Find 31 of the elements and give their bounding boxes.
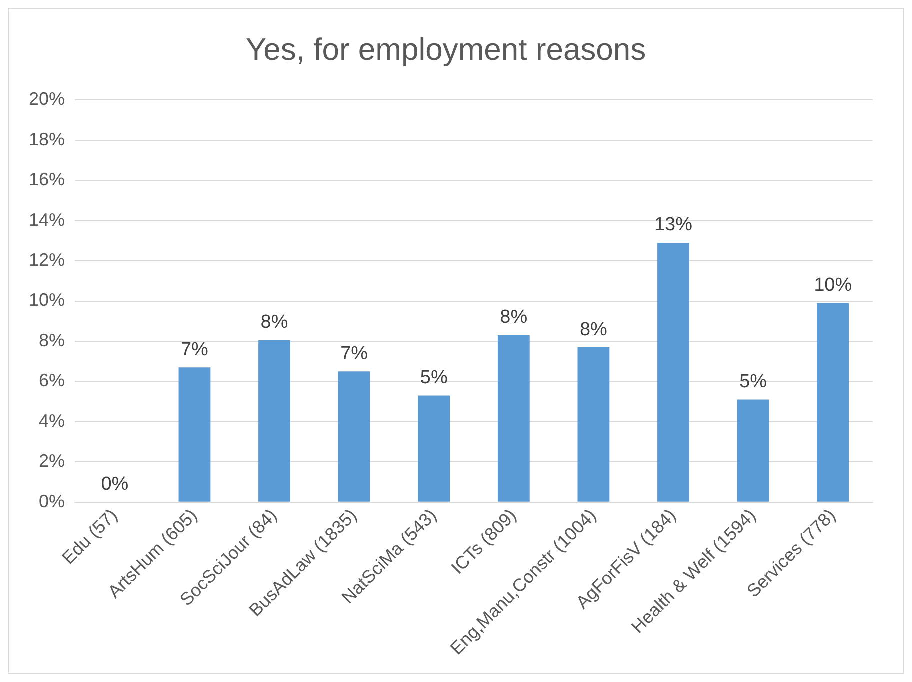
y-tick-label: 4% [39,410,66,431]
y-tick-label: 8% [39,330,66,350]
data-label: 7% [180,339,209,360]
bar [658,242,690,502]
y-tick-label: 6% [39,370,66,391]
bar [578,348,610,502]
data-label: 10% [814,275,852,296]
y-tick-label: 20% [28,89,66,110]
y-tick-label: 10% [28,290,66,310]
data-label: 5% [420,368,448,389]
bar [498,335,530,502]
data-label: 0% [101,474,129,496]
data-label: 13% [654,214,693,236]
y-tick-label: 12% [28,250,66,270]
data-label: 8% [500,307,528,328]
data-label: 5% [740,372,768,393]
y-tick-label: 2% [39,451,66,472]
data-label: 8% [580,319,608,340]
bar [737,400,770,502]
bar [258,340,290,502]
chart-title: Yes, for employment reasons [246,32,646,68]
y-tick-label: 14% [28,210,66,230]
data-label: 8% [260,312,288,334]
bar [817,303,850,502]
y-tick-label: 16% [28,170,66,190]
y-tick-label: 0% [39,491,66,512]
data-label: 7% [340,343,368,364]
y-tick-label: 18% [28,129,66,150]
bar [178,368,211,502]
bar [418,396,450,502]
bar [338,372,370,502]
